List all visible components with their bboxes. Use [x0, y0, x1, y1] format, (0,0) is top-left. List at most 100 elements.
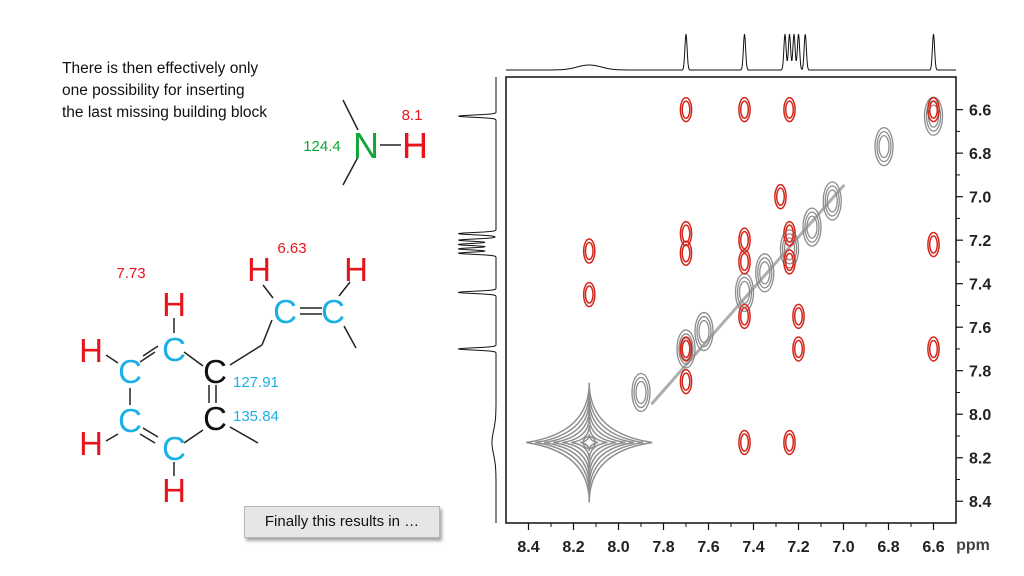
- red-cross-peak: [584, 285, 594, 304]
- y-tick-label: 8.4: [969, 494, 991, 511]
- red-cross-peak: [792, 303, 805, 330]
- gray-cross-peak: [633, 376, 649, 409]
- red-cross-peak: [681, 339, 691, 359]
- ring-carbon-substituted-2: C: [203, 400, 227, 437]
- x-axis-unit-label: ppm: [956, 537, 990, 554]
- ring-carbon-top: C: [162, 331, 186, 368]
- red-cross-peak: [679, 368, 693, 395]
- red-cross-peak: [783, 429, 796, 456]
- red-cross-peak: [739, 307, 750, 326]
- red-cross-peak: [681, 224, 691, 243]
- ring-carbon-substituted-1: C: [203, 353, 227, 390]
- x-tick-label: 8.0: [607, 539, 629, 556]
- gray-diagonal-band: [650, 184, 845, 405]
- red-cross-peak: [774, 183, 787, 210]
- red-cross-peak: [784, 100, 795, 119]
- red-cross-peak: [927, 231, 940, 258]
- gray-cross-peak: [804, 211, 820, 243]
- red-cross-peak: [681, 100, 691, 119]
- gray-cross-peak: [631, 372, 651, 413]
- gray-cross-peak-contour: [526, 382, 653, 503]
- y-tick-label: 7.0: [969, 190, 991, 207]
- y-tick-label: 6.8: [969, 146, 991, 163]
- caption-line-2: one possibility for inserting: [62, 82, 245, 99]
- gray-cross-peak: [779, 229, 800, 269]
- nh-fragment: N H 124.4 8.1: [303, 99, 428, 186]
- red-cross-peak: [928, 339, 939, 359]
- red-cross-peak: [738, 303, 751, 330]
- red-cross-peak: [739, 100, 750, 119]
- x-tick-label: 8.4: [517, 539, 539, 556]
- y-tick-label: 7.8: [969, 364, 991, 381]
- gray-cross-peak: [802, 207, 822, 247]
- ring-carbon-bottom: C: [162, 430, 186, 467]
- red-cross-peak: [679, 96, 693, 123]
- caption-text: There is then effectively only one possi…: [62, 58, 322, 124]
- gray-cross-peak-contour: [580, 433, 599, 452]
- cross-peaks: [526, 96, 944, 503]
- ring-carbon-left-lower: C: [118, 402, 142, 439]
- finally-results-button[interactable]: Finally this results in …: [244, 506, 440, 538]
- carbon-shift-label-2: 135.84: [233, 408, 279, 425]
- red-cross-peak: [738, 249, 751, 275]
- red-cross-peak: [793, 307, 804, 326]
- vinyl-carbon-right: C: [321, 293, 345, 330]
- x-tick-label: 7.4: [742, 539, 764, 556]
- red-cross-peak: [582, 281, 596, 308]
- bond-lines: [105, 281, 357, 476]
- x-tick-label: 6.6: [922, 539, 944, 556]
- red-cross-peak: [784, 252, 795, 272]
- x-tick-label: 7.6: [697, 539, 719, 556]
- red-cross-peak: [792, 336, 805, 362]
- red-cross-peak: [679, 220, 693, 247]
- top-projection-trace: [506, 33, 956, 71]
- red-cross-peak: [681, 243, 691, 263]
- ring-hydrogen-top: H: [162, 286, 186, 323]
- vinyl-carbon-left: C: [273, 293, 297, 330]
- nitrogen-shift-label: 124.4: [303, 138, 341, 155]
- gray-cross-peak: [876, 130, 892, 163]
- red-cross-peak: [582, 238, 596, 264]
- y-tick-label: 8.0: [969, 407, 991, 424]
- ring-hydrogen-shift-label: 7.73: [116, 265, 145, 282]
- y-tick-label: 7.6: [969, 320, 991, 337]
- red-cross-peak: [775, 187, 786, 206]
- gray-cross-peak-contour: [571, 425, 608, 460]
- x-axis: 8.4 8.2 8.0 7.8 7.6 7.4 7.2 7.0 6.8 6.6: [517, 523, 945, 556]
- nh-hydrogen-atom: H: [402, 125, 428, 166]
- red-cross-peak: [739, 252, 750, 272]
- ring-hydrogen-left-lower: H: [79, 425, 103, 462]
- y-tick-label: 7.2: [969, 233, 991, 250]
- gray-cross-peak: [822, 181, 842, 221]
- gray-cross-peak-contour: [544, 399, 635, 486]
- red-cross-peak: [784, 224, 795, 243]
- x-tick-label: 8.2: [562, 539, 584, 556]
- gray-cross-peak-contour: [562, 416, 617, 469]
- plot-frame: [505, 76, 957, 524]
- red-cross-peak: [738, 429, 751, 456]
- red-cross-peak: [793, 339, 804, 359]
- gray-cross-peak-contour: [535, 391, 644, 494]
- red-cross-peak: [738, 96, 751, 123]
- red-cross-peak: [681, 372, 691, 391]
- red-cross-peak: [927, 96, 940, 123]
- vinyl-hydrogen-shift-label: 6.63: [277, 240, 306, 257]
- vinyl-hydrogen-left: H: [247, 251, 271, 288]
- x-tick-label: 7.0: [832, 539, 854, 556]
- x-tick-label: 7.8: [652, 539, 674, 556]
- gray-cross-peak: [826, 189, 838, 213]
- red-cross-peak: [783, 96, 796, 123]
- y-tick-label: 7.4: [969, 277, 991, 294]
- gray-cross-peak-contour: [582, 435, 596, 450]
- gray-cross-peak: [878, 134, 890, 159]
- red-cross-peak: [783, 220, 796, 247]
- vinyl-hydrogen-right: H: [344, 251, 368, 288]
- ring-hydrogen-bottom: H: [162, 472, 186, 509]
- x-tick-label: 6.8: [877, 539, 899, 556]
- y-tick-label: 8.2: [969, 451, 991, 468]
- red-cross-peak: [739, 230, 750, 250]
- gray-cross-peak: [676, 329, 696, 369]
- ring-carbon-left-upper: C: [118, 353, 142, 390]
- red-cross-peak: [928, 100, 939, 119]
